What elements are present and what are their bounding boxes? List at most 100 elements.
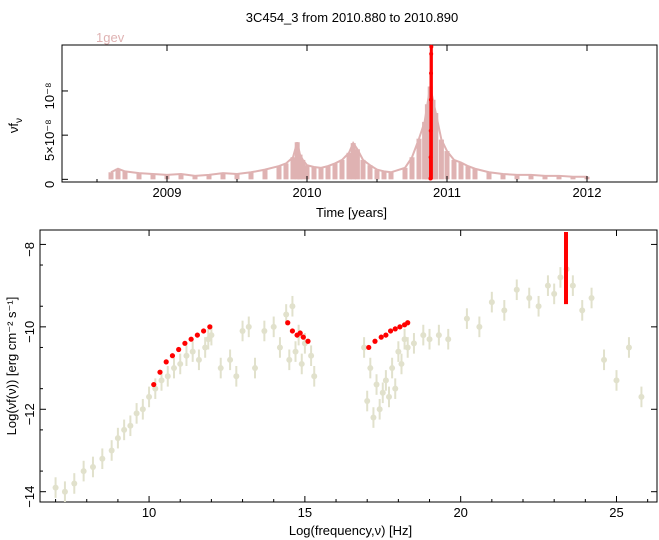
sed-selected-point: [397, 324, 403, 330]
sed-archival-point: [370, 414, 377, 421]
figure-title: 3C454_3 from 2010.880 to 2010.890: [246, 10, 459, 25]
sed-archival-point: [376, 406, 383, 413]
sed-archival-point: [308, 352, 315, 359]
sed-archival-point: [89, 463, 96, 470]
sed-archival-point: [270, 323, 277, 330]
sed-archival-point: [298, 360, 305, 367]
sed-archival-point: [404, 344, 411, 351]
sed-archival-point: [544, 282, 551, 289]
sed-archival-point: [227, 356, 234, 363]
light-curve-legend-label: 1gev: [96, 30, 125, 45]
sed-archival-point: [367, 365, 374, 372]
sed-archival-point: [108, 447, 115, 454]
sed-archival-point: [569, 282, 576, 289]
sed-archival-point: [170, 365, 177, 372]
sed-archival-point: [382, 377, 389, 384]
sed-x-tick-label: 25: [609, 505, 623, 520]
sed-archival-point: [239, 327, 246, 334]
sed-selected-point: [194, 332, 200, 338]
light-curve-x-tick-label: 2012: [573, 185, 602, 200]
sed-selected-point: [157, 369, 163, 375]
sed-archival-point: [133, 410, 140, 417]
sed-x-axis-label: Log(frequency,ν) [Hz]: [289, 523, 412, 538]
sed-archival-point: [579, 307, 586, 314]
sed-archival-point: [410, 340, 417, 347]
sed-selected-point: [200, 328, 207, 334]
light-curve-line: [110, 86, 587, 178]
sed-archival-point: [164, 373, 171, 380]
sed-selected-point: [163, 359, 169, 365]
sed-selected-point: [405, 320, 411, 326]
sed-selected-point: [387, 328, 394, 334]
sed-archival-point: [361, 344, 368, 351]
sed-archival-point: [283, 311, 290, 318]
sed-archival-point: [638, 393, 645, 400]
sed-selected-point: [289, 328, 296, 334]
sed-selected-point: [176, 346, 182, 353]
sed-selected-point: [285, 320, 291, 326]
sed-selected-point: [366, 344, 372, 351]
sed-archival-point: [252, 365, 259, 372]
sed-archival-point: [588, 295, 595, 301]
sed-archival-point: [289, 303, 296, 310]
sed-archival-point: [557, 274, 564, 281]
sed-archival-point: [551, 290, 558, 297]
sed-archival-point: [276, 344, 283, 351]
sed-y-tick-label: −8: [22, 242, 37, 257]
light-curve-y-tick-label: 10⁻⁸: [42, 83, 57, 110]
sed-archival-point: [395, 348, 402, 355]
sed-archival-point: [513, 286, 520, 293]
sed-y-axis-label: Log(νf(ν)) [erg cm⁻² s⁻¹]: [4, 297, 19, 436]
sed-archival-point: [426, 336, 433, 343]
sed-selected-point: [372, 338, 378, 344]
light-curve-x-tick-label: 2011: [433, 185, 461, 200]
sed-archival-point: [488, 299, 495, 306]
sed-archival-point: [373, 381, 380, 388]
sed-archival-point: [139, 406, 146, 413]
sed-archival-point: [420, 332, 427, 339]
sed-archival-point: [625, 344, 632, 351]
sed-selected-point: [151, 381, 157, 388]
sed-selected-point: [169, 353, 176, 359]
sed-archival-point: [183, 352, 190, 359]
sed-archival-point: [158, 377, 165, 384]
sed-frame: [39, 229, 658, 503]
light-curve-y-tick-label: 5×10⁻⁸: [42, 119, 57, 161]
sed-archival-point: [177, 360, 184, 367]
sed-archival-point: [189, 348, 196, 355]
light-curve-selected-point: [429, 44, 434, 49]
sed-archival-point: [292, 348, 299, 355]
sed-x-tick-label: 20: [453, 505, 467, 520]
light-curve-x-axis-label: Time [years]: [316, 205, 387, 220]
sed-archival-point: [208, 332, 215, 339]
light-curve-x-tick-label: 2009: [153, 185, 182, 200]
sed-archival-point: [526, 295, 533, 301]
sed-archival-point: [99, 455, 106, 462]
light-curve-y-tick-label: 0: [42, 181, 57, 188]
sed-panel: 10 15 20 25 −14 −12 −10 −8 Log(frequency,ν) [Hz]…: [4, 229, 658, 538]
sed-selected-point: [378, 334, 384, 340]
sed-archival-point: [386, 393, 393, 400]
sed-archival-point: [217, 365, 224, 372]
sed-y-tick-label: −14: [22, 486, 37, 508]
sed-archival-point: [379, 389, 386, 396]
sed-archival-point: [61, 488, 68, 495]
sed-selected-point: [207, 324, 213, 330]
sed-archival-point: [392, 385, 399, 392]
sed-archival-point: [401, 336, 408, 343]
sed-archival-point: [233, 373, 240, 380]
sed-archival-point: [501, 307, 508, 314]
sed-archival-point: [146, 393, 153, 400]
sed-archival-point: [445, 336, 452, 343]
light-curve-frame: [61, 44, 658, 183]
sed-archival-point: [152, 385, 159, 392]
sed-archival-point: [127, 422, 134, 429]
sed-archival-point: [245, 323, 252, 330]
sed-selected-point: [182, 340, 188, 346]
sed-x-tick-label: 10: [142, 505, 156, 520]
sed-archival-point: [398, 360, 405, 367]
sed-archival-point: [311, 373, 318, 380]
sed-archival-point: [80, 468, 87, 475]
sed-y-tick-label: −10: [22, 321, 37, 343]
